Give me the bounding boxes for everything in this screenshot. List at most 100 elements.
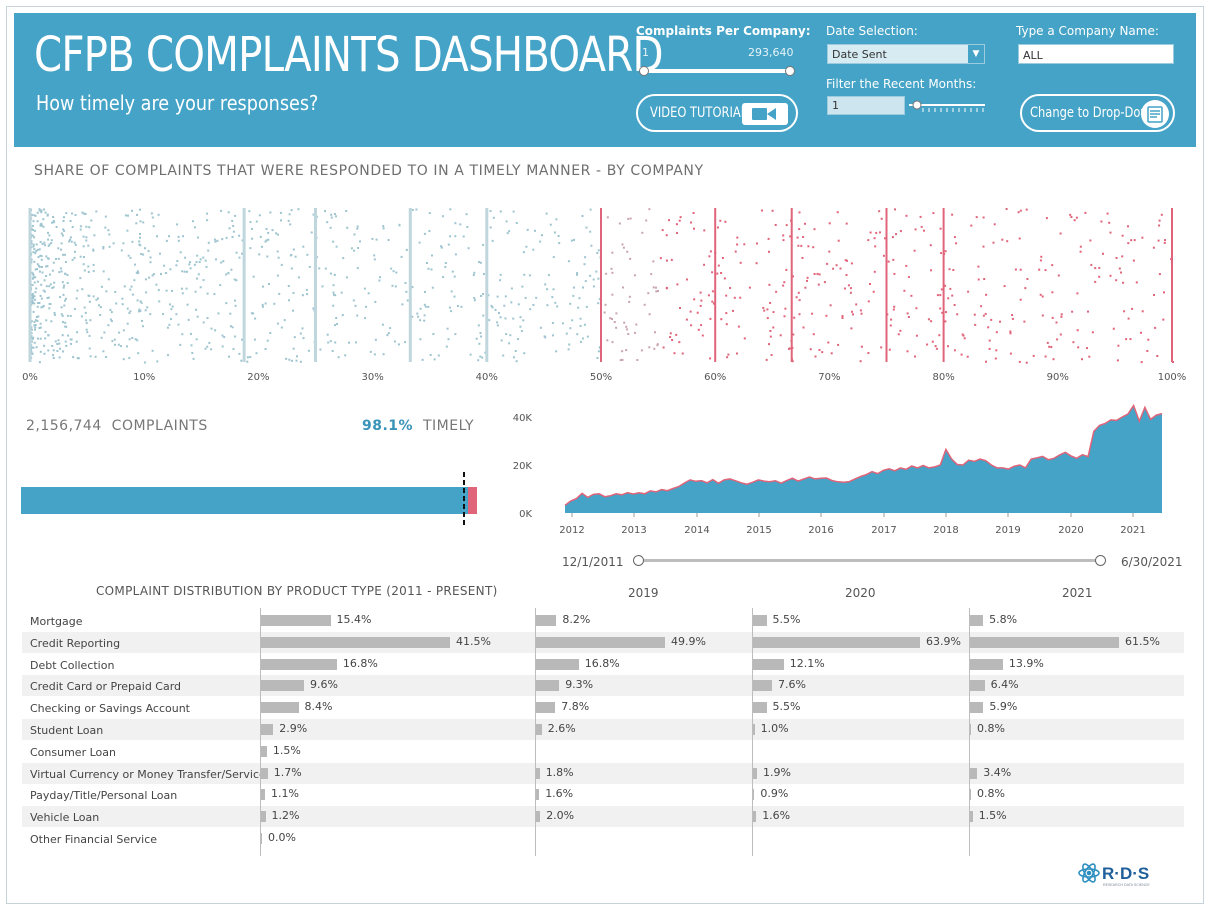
company-dot[interactable]: [483, 273, 485, 275]
company-dot[interactable]: [370, 351, 372, 353]
company-dot[interactable]: [203, 279, 205, 281]
company-dot[interactable]: [802, 236, 804, 238]
company-dot[interactable]: [176, 223, 178, 225]
company-dot[interactable]: [45, 331, 47, 333]
company-dot[interactable]: [256, 221, 258, 223]
company-dot[interactable]: [454, 296, 456, 298]
company-dot[interactable]: [842, 317, 844, 319]
company-dot[interactable]: [1094, 281, 1096, 283]
company-dot[interactable]: [36, 316, 38, 318]
company-dot[interactable]: [425, 306, 427, 308]
company-dot[interactable]: [930, 320, 932, 322]
company-dot[interactable]: [33, 295, 35, 297]
company-dot[interactable]: [325, 268, 327, 270]
company-dot[interactable]: [186, 288, 188, 290]
company-dot[interactable]: [108, 234, 110, 236]
company-dot[interactable]: [693, 228, 695, 230]
company-dot[interactable]: [110, 319, 112, 321]
company-dot[interactable]: [395, 285, 397, 287]
company-dot[interactable]: [62, 334, 64, 336]
company-dot[interactable]: [379, 276, 381, 278]
company-dot[interactable]: [894, 208, 896, 210]
company-dot[interactable]: [280, 212, 282, 214]
company-dot[interactable]: [873, 291, 875, 293]
company-dot[interactable]: [525, 246, 527, 248]
company-dot[interactable]: [879, 231, 881, 233]
company-dot[interactable]: [139, 209, 141, 211]
company-dot[interactable]: [134, 264, 136, 266]
company-dot[interactable]: [222, 335, 224, 337]
company-dot[interactable]: [141, 320, 143, 322]
company-dot[interactable]: [166, 240, 168, 242]
company-dot[interactable]: [356, 228, 358, 230]
company-dot[interactable]: [37, 220, 39, 222]
company-dot[interactable]: [62, 254, 64, 256]
company-dot[interactable]: [55, 258, 57, 260]
company-dot[interactable]: [182, 292, 184, 294]
company-dot[interactable]: [466, 226, 468, 228]
company-dot[interactable]: [999, 321, 1001, 323]
company-dot[interactable]: [516, 360, 518, 362]
company-dot[interactable]: [111, 311, 113, 313]
company-dot[interactable]: [1026, 278, 1028, 280]
company-dot[interactable]: [940, 228, 942, 230]
company-dot[interactable]: [482, 244, 484, 246]
company-dot[interactable]: [541, 234, 543, 236]
company-dot[interactable]: [811, 313, 813, 315]
company-dot[interactable]: [281, 327, 283, 329]
company-dot[interactable]: [907, 312, 909, 314]
company-dot[interactable]: [45, 212, 47, 214]
company-dot[interactable]: [233, 231, 235, 233]
company-dot[interactable]: [481, 357, 483, 359]
company-dot[interactable]: [200, 286, 202, 288]
company-dot[interactable]: [52, 354, 54, 356]
company-dot[interactable]: [441, 247, 443, 249]
company-dot[interactable]: [88, 295, 90, 297]
company-dot[interactable]: [85, 240, 87, 242]
company-dot[interactable]: [883, 255, 885, 257]
company-dot[interactable]: [1121, 255, 1123, 257]
company-dot[interactable]: [136, 214, 138, 216]
company-dot[interactable]: [80, 256, 82, 258]
company-dot[interactable]: [554, 302, 556, 304]
company-dot[interactable]: [215, 241, 217, 243]
company-dot[interactable]: [473, 272, 475, 274]
company-dot[interactable]: [744, 337, 746, 339]
company-dot[interactable]: [824, 281, 826, 283]
company-dot[interactable]: [961, 354, 963, 356]
company-dot[interactable]: [844, 288, 846, 290]
company-dot[interactable]: [495, 309, 497, 311]
company-dot[interactable]: [555, 350, 557, 352]
company-dot[interactable]: [114, 291, 116, 293]
company-dot[interactable]: [432, 333, 434, 335]
company-dot[interactable]: [635, 324, 637, 326]
company-dot[interactable]: [251, 228, 253, 230]
company-dot[interactable]: [719, 220, 721, 222]
company-dot[interactable]: [41, 298, 43, 300]
company-dot[interactable]: [239, 257, 241, 259]
company-dot[interactable]: [910, 295, 912, 297]
company-dot[interactable]: [996, 331, 998, 333]
company-dot[interactable]: [333, 292, 335, 294]
company-dot[interactable]: [230, 325, 232, 327]
company-dot[interactable]: [449, 307, 451, 309]
company-dot[interactable]: [39, 361, 41, 363]
company-dot[interactable]: [655, 290, 657, 292]
company-dot[interactable]: [53, 282, 55, 284]
company-dot[interactable]: [521, 330, 523, 332]
company-dot[interactable]: [1060, 334, 1062, 336]
company-dot[interactable]: [1088, 356, 1090, 358]
company-dot[interactable]: [1042, 296, 1044, 298]
company-dot[interactable]: [529, 274, 531, 276]
company-dot[interactable]: [341, 292, 343, 294]
company-dot[interactable]: [1077, 346, 1079, 348]
company-dot[interactable]: [345, 210, 347, 212]
company-dot[interactable]: [1040, 256, 1042, 258]
company-dot[interactable]: [417, 316, 419, 318]
company-dot[interactable]: [127, 323, 129, 325]
company-dot[interactable]: [70, 338, 72, 340]
company-dot[interactable]: [70, 236, 72, 238]
company-dot[interactable]: [128, 312, 130, 314]
company-dot[interactable]: [497, 296, 499, 298]
company-dot[interactable]: [364, 317, 366, 319]
